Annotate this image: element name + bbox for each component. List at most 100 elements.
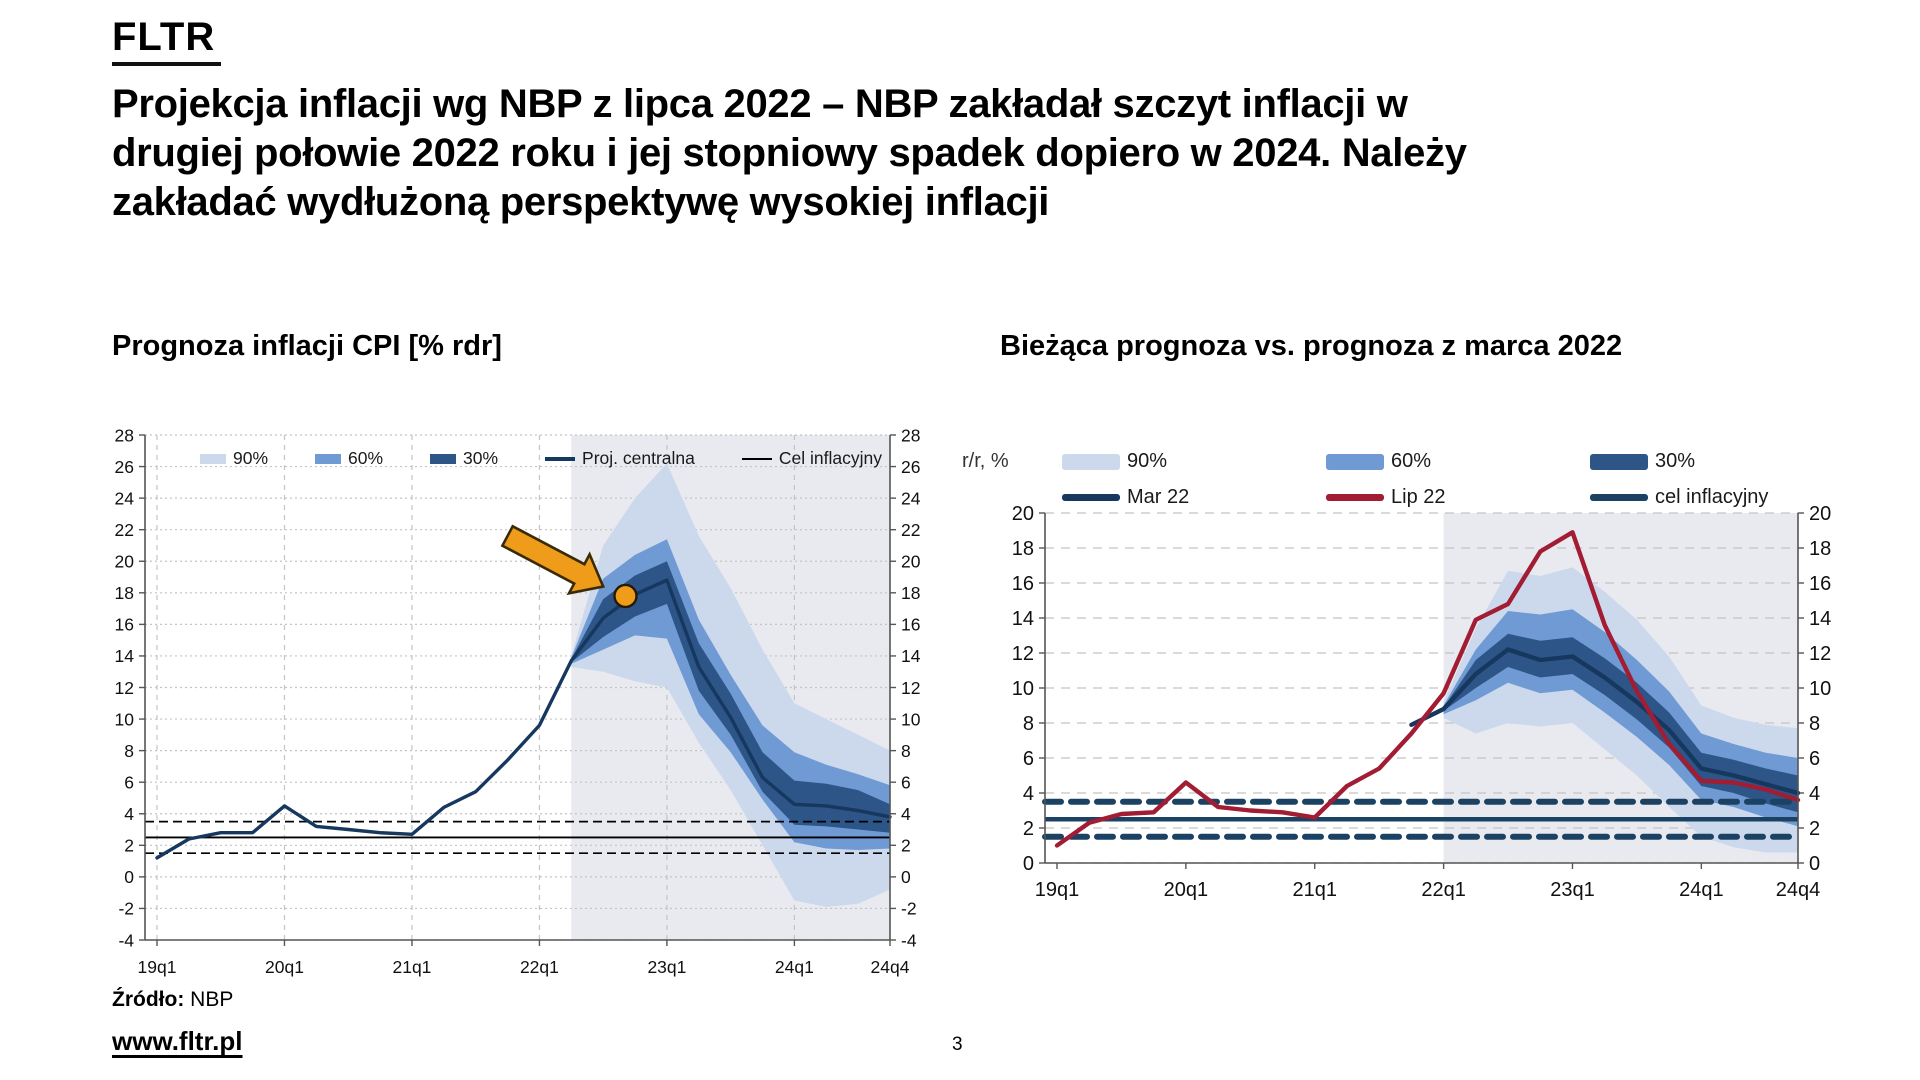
y-tick-label-left: -2: [118, 899, 134, 919]
left-chart-title: Prognoza inflacji CPI [% rdr]: [112, 330, 502, 362]
confidence-band-30: [1443, 633, 1798, 813]
legend-item-cel-inflacyjny: Cel inflacyjny: [741, 448, 882, 469]
legend-item-90-: 90%: [1062, 450, 1326, 473]
legend-item-30-: 30%: [430, 448, 498, 469]
website-link[interactable]: www.fltr.pl: [112, 1026, 243, 1056]
y-tick-label-left: 0: [124, 867, 134, 887]
y-tick-label-left: 20: [1012, 503, 1034, 525]
legend-item-mar-22: Mar 22: [1062, 486, 1326, 509]
y-tick-label-right: 0: [901, 867, 911, 887]
legend-label: 60%: [348, 448, 384, 468]
band-swatch-icon: [200, 453, 226, 464]
y-tick-label-right: 12: [901, 678, 920, 698]
y-tick-label-left: 2: [124, 836, 134, 856]
y-tick-label-right: 2: [901, 836, 911, 856]
x-tick-label: 19q1: [1035, 879, 1080, 901]
page-number: 3: [952, 1034, 963, 1055]
line-swatch-icon: [741, 457, 772, 460]
y-tick-label-right: 8: [1809, 713, 1820, 735]
y-tick-label-right: 14: [901, 646, 921, 666]
legend-item-lip-22: Lip 22: [1326, 486, 1590, 509]
y-tick-label-left: 8: [1023, 713, 1034, 735]
y-tick-label-right: 20: [1809, 503, 1831, 525]
comparison-fan-chart: 20 20 18 18 16 16 14 14 12 12 10 10 8 8 6 6 4 4 2 2 0 0 19q1 20…: [960, 388, 1880, 963]
x-tick-label: 19q1: [138, 957, 177, 977]
source-note: Źródło: NBP: [112, 988, 233, 1012]
y-tick-label-left: -4: [118, 930, 134, 950]
y-tick-label-right: 12: [1809, 643, 1831, 665]
y-tick-label-right: 26: [901, 457, 920, 477]
title-line-2: drugiej połowie 2022 roku i jej stopniow…: [112, 131, 1467, 176]
band-swatch-icon: [315, 453, 342, 464]
legend-item-proj-centralna: Proj. centralna: [545, 448, 695, 469]
y-tick-label-right: -4: [901, 930, 917, 950]
y-tick-label-right: 14: [1809, 608, 1831, 630]
y-tick-label-left: 10: [115, 709, 135, 729]
y-tick-label-right: 6: [1809, 748, 1820, 770]
x-tick-label: 22q1: [520, 957, 559, 977]
source-label: Źródło:: [112, 988, 185, 1011]
y-tick-label-right: 18: [1809, 538, 1831, 560]
y-tick-label-left: 2: [1023, 818, 1034, 840]
x-tick-label: 21q1: [392, 957, 431, 977]
y-tick-label-right: 20: [901, 552, 921, 572]
x-tick-label: 23q1: [647, 957, 686, 977]
title-line-1: Projekcja inflacji wg NBP z lipca 2022 –…: [112, 82, 1408, 126]
y-tick-label-left: 24: [115, 488, 135, 508]
legend-label: 30%: [1655, 450, 1696, 472]
y-tick-label-right: 22: [901, 520, 920, 540]
y-tick-label-right: 8: [901, 741, 911, 761]
y-tick-label-left: 26: [115, 457, 134, 477]
legend-item-60-: 60%: [1326, 450, 1590, 473]
x-tick-label: 20q1: [265, 957, 304, 977]
legend-label: Mar 22: [1127, 486, 1190, 508]
y-tick-label-left: 18: [1012, 538, 1034, 560]
y-tick-label-left: 6: [1023, 748, 1034, 770]
legend-item-30-: 30%: [1590, 450, 1874, 473]
proj-centralna-line: [155, 578, 892, 860]
x-tick-label: 23q1: [1550, 879, 1595, 901]
y-tick-label-right: 24: [901, 488, 921, 508]
y-tick-label-left: 8: [124, 741, 134, 761]
lip-22-line: [1054, 530, 1801, 848]
y-tick-label-right: -2: [901, 899, 917, 919]
cpi-projection-legend: 90% 60% 30% Proj. centralna Cel inflacyjny: [200, 448, 882, 469]
mar-22-line: [1409, 647, 1801, 796]
projection-comparison-legend: r/r, % 90% 60% 30% Mar 22 Lip 22 cel inflacyjn…: [962, 450, 1874, 509]
y-tick-label-left: 6: [124, 772, 134, 792]
y-axis-unit-label: r/r, %: [962, 450, 1009, 472]
legend-item-90-: 90%: [200, 448, 268, 469]
y-tick-label-right: 28: [901, 425, 920, 445]
highlight-dot: [613, 583, 638, 609]
band-swatch-icon: [430, 453, 457, 464]
y-tick-label-left: 20: [115, 552, 135, 572]
y-tick-label-right: 6: [901, 772, 911, 792]
band-swatch-icon: [1062, 453, 1120, 470]
arrow-annotation: [500, 524, 606, 596]
y-tick-label-right: 16: [901, 615, 920, 635]
y-tick-label-left: 12: [1012, 643, 1034, 665]
x-tick-label: 21q1: [1292, 879, 1337, 901]
legend-label: 30%: [463, 448, 499, 468]
y-tick-label-left: 18: [115, 583, 134, 603]
line-swatch-icon: [1062, 494, 1120, 501]
confidence-band-30: [571, 561, 890, 833]
legend-item-cel-inflacyjny: cel inflacyjny: [1590, 486, 1874, 509]
y-tick-label-right: 4: [1809, 783, 1820, 805]
legend-label: cel inflacyjny: [1655, 486, 1769, 508]
y-tick-label-left: 22: [115, 520, 134, 540]
y-tick-label-left: 14: [1012, 608, 1034, 630]
y-tick-label-left: 16: [1012, 573, 1034, 595]
y-tick-label-left: 16: [115, 615, 134, 635]
y-tick-label-left: 0: [1023, 853, 1034, 875]
y-tick-label-left: 4: [1023, 783, 1034, 805]
legend-label: 90%: [1127, 450, 1168, 472]
legend-label: 90%: [233, 448, 269, 468]
legend-label: Cel inflacyjny: [778, 448, 882, 468]
cpi-fan-chart: 28 28 26 26 24 24 22 22 20 20 18 18 16 16 14 14 12 12 10 10…: [85, 388, 965, 1033]
band-swatch-icon: [1590, 453, 1648, 470]
y-tick-label-right: 0: [1809, 853, 1820, 875]
